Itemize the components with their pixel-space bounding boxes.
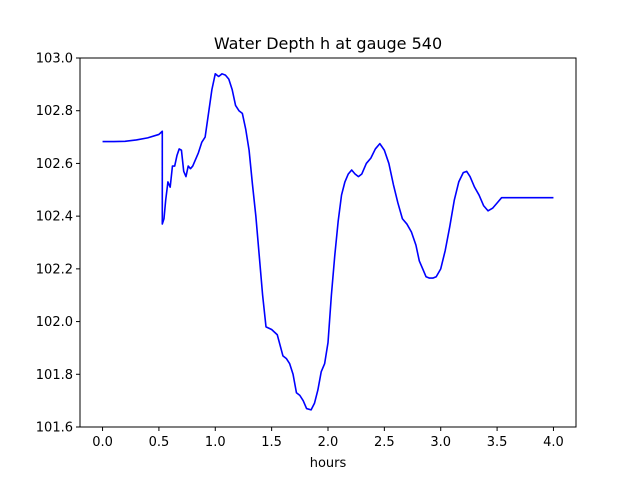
x-tick-label: 2.5 xyxy=(374,435,395,450)
y-tick-label: 101.6 xyxy=(36,421,73,436)
x-axis-label: hours xyxy=(310,456,347,471)
y-axis-ticks: 101.6 101.8 102.0 102.2 102.4 102.6 102.8 103.0 xyxy=(36,52,80,436)
x-tick-label: 2.0 xyxy=(318,435,339,450)
x-tick-label: 1.5 xyxy=(261,435,282,450)
chart-title: Water Depth h at gauge 540 xyxy=(214,34,442,53)
series-line xyxy=(102,73,554,411)
x-tick-label: 0.5 xyxy=(149,435,170,450)
y-tick-label: 102.2 xyxy=(36,262,73,277)
x-tick-label: 0.0 xyxy=(92,435,113,450)
x-tick-label: 3.5 xyxy=(487,435,508,450)
y-tick-label: 102.4 xyxy=(36,210,73,225)
x-tick-label: 1.0 xyxy=(205,435,226,450)
plot-frame xyxy=(79,57,577,428)
y-tick-label: 102.6 xyxy=(36,157,73,172)
x-axis-ticks: 0.0 0.5 1.0 1.5 2.0 2.5 3.0 3.5 4.0 xyxy=(92,427,564,450)
x-tick-label: 4.0 xyxy=(543,435,564,450)
y-tick-label: 101.8 xyxy=(36,368,73,383)
y-tick-label: 102.0 xyxy=(36,315,73,330)
x-tick-label: 3.0 xyxy=(430,435,451,450)
y-tick-label: 102.8 xyxy=(36,104,73,119)
y-tick-label: 103.0 xyxy=(36,52,73,67)
